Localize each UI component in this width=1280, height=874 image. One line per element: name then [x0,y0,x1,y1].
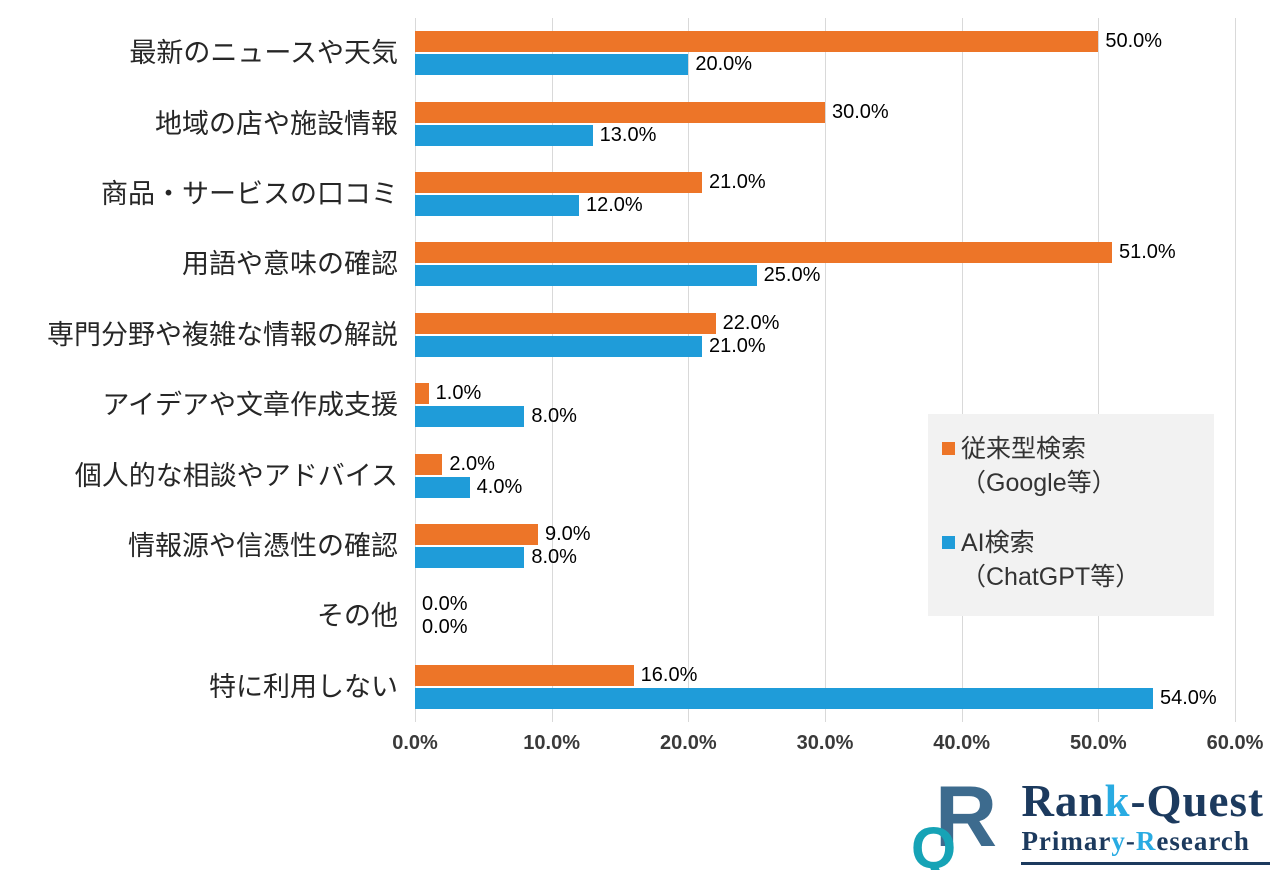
bar-value-label: 2.0% [449,452,495,475]
bar-value-label: 0.0% [422,593,468,616]
category-label: 商品・サービスの口コミ [101,179,398,209]
logo-subtitle-accent: y [1111,825,1126,856]
category-labels: 最新のニュースや天気地域の店や施設情報商品・サービスの口コミ用語や意味の確認専門… [0,18,398,722]
logo-subtitle-part: - [1125,825,1136,856]
bar-value-label: 13.0% [599,123,657,146]
svg-text:Q: Q [911,816,956,870]
x-tick-label: 10.0% [523,732,581,754]
legend-label-line2: （ChatGPT等） [961,563,1141,591]
logo-title-accent: k [1104,775,1131,826]
svg-text:R: R [935,772,997,865]
legend-label-line1: 従来型検索 [961,435,1087,463]
category-label: 地域の店や施設情報 [155,108,398,139]
bar-traditional-search [415,31,1099,53]
category-label: その他 [317,601,398,632]
logo-text-block: Rank-Quest Primary-Research [1021,778,1270,865]
bar-value-label: 50.0% [1105,30,1163,53]
bar-ai-search [415,124,593,146]
logo-title: Rank-Quest [1021,778,1264,824]
legend-swatch-ai-search [942,536,955,549]
bar-ai-search [415,476,470,498]
bar-value-label: 22.0% [722,311,780,334]
rank-quest-logo-icon: R Q [911,772,997,870]
category-label: 特に利用しない [209,671,398,702]
logo-subtitle-part: Primar [1021,825,1112,856]
x-tick-label: 30.0% [796,732,854,754]
bar-value-label: 9.0% [545,523,591,545]
logo-title-part: Ran [1021,775,1105,826]
bar-traditional-search [415,101,825,123]
category-label: アイデアや文章作成支援 [102,390,398,421]
gridline [961,18,963,722]
logo-subtitle: Primary-Research [1021,826,1264,856]
x-tick-label: 20.0% [659,732,717,754]
bar-value-label: 1.0% [435,382,482,405]
plot-area: 50.0% 20.0% 30.0% 13.0% 21.0% 12.0% 51.0% 25.0%… [415,18,1236,722]
bar-ai-search [415,54,689,76]
x-axis: 0.0% 10.0% 20.0% 30.0% 40.0% 50.0% 60.0% [392,722,1263,762]
gridline [825,18,826,722]
bar-ai-search [415,265,757,287]
category-label: 個人的な相談やアドバイス [74,460,398,491]
bar-value-label: 54.0% [1160,686,1217,709]
bar-value-label: 8.0% [531,546,577,568]
x-tick-label: 40.0% [933,732,991,754]
x-tick-label: 60.0% [1206,732,1264,754]
legend-item-ai-search: AI検索 （ChatGPT等） [942,526,1214,594]
bar-ai-search [415,335,702,357]
legend-label-line1: AI検索 [961,529,1035,557]
bar-ai-search [415,547,525,568]
bar-value-label: 8.0% [531,405,577,428]
bar-traditional-search [415,242,1112,264]
bar-traditional-search [415,453,443,475]
gridline [1235,18,1236,722]
x-tick-label: 50.0% [1069,732,1127,754]
category-label: 用語や意味の確認 [182,249,398,280]
bar-value-label: 30.0% [832,100,889,123]
bar-ai-search [415,195,579,216]
logo-subtitle-accent: R [1135,825,1157,856]
bar-traditional-search [415,664,634,686]
bar-ai-search [415,406,525,428]
x-tick-label: 0.0% [392,732,438,754]
logo-subtitle-part: esearch [1156,825,1250,856]
gridline [1098,18,1100,722]
bar-value-label: 20.0% [695,53,753,76]
gridline [551,18,553,722]
category-label: 最新のニュースや天気 [129,38,398,69]
legend-swatch-traditional-search [942,442,955,455]
bar-value-label: 21.0% [709,171,766,193]
bar-value-label: 16.0% [640,663,698,686]
category-label: 情報源や信憑性の確認 [128,531,398,561]
legend-item-traditional-search: 従来型検索 （Google等） [942,432,1214,500]
legend-label-traditional-search: 従来型検索 （Google等） [961,432,1117,500]
bar-traditional-search [415,172,702,193]
bar-value-label: 25.0% [763,264,821,287]
bar-value-label: 21.0% [709,334,766,357]
gridline [415,18,416,722]
bar-traditional-search [415,312,716,334]
logo-title-part: -Quest [1130,775,1264,826]
rank-quest-logo: R Q Rank-Quest Primary-Research [911,772,1270,870]
bar-value-label: 12.0% [586,194,643,216]
bar-value-label: 0.0% [422,616,468,639]
chart-legend: 従来型検索 （Google等） AI検索 （ChatGPT等） [928,414,1214,616]
gridline [688,18,690,722]
bar-value-label: 4.0% [476,475,523,498]
bar-value-label: 51.0% [1119,241,1176,264]
legend-label-ai-search: AI検索 （ChatGPT等） [961,526,1140,594]
category-label: 専門分野や複雑な情報の解説 [47,319,398,350]
bar-traditional-search [415,383,429,405]
legend-label-line2: （Google等） [961,469,1117,497]
bar-traditional-search [415,524,538,545]
bar-ai-search [415,687,1153,709]
